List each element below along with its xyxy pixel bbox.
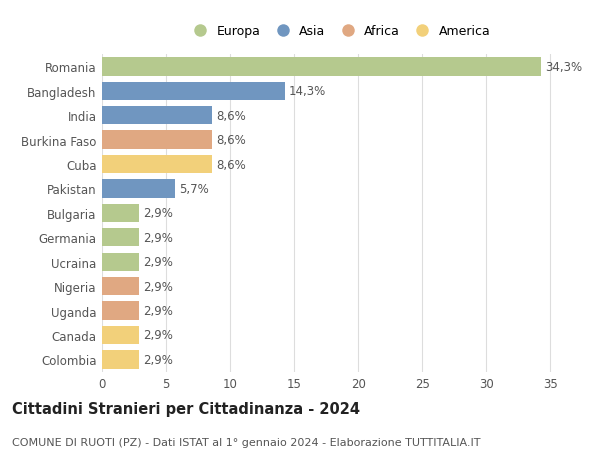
- Text: 8,6%: 8,6%: [216, 110, 246, 123]
- Text: 2,9%: 2,9%: [143, 304, 173, 317]
- Bar: [102, 83, 285, 101]
- Text: 2,9%: 2,9%: [143, 329, 173, 342]
- Bar: [102, 277, 139, 296]
- Text: Cittadini Stranieri per Cittadinanza - 2024: Cittadini Stranieri per Cittadinanza - 2…: [12, 401, 360, 416]
- Text: 2,9%: 2,9%: [143, 207, 173, 220]
- Bar: [102, 131, 212, 150]
- Bar: [102, 58, 541, 76]
- Legend: Europa, Asia, Africa, America: Europa, Asia, Africa, America: [182, 20, 496, 43]
- Text: 8,6%: 8,6%: [216, 158, 246, 171]
- Text: 8,6%: 8,6%: [216, 134, 246, 147]
- Bar: [102, 204, 139, 223]
- Bar: [102, 302, 139, 320]
- Text: 2,9%: 2,9%: [143, 256, 173, 269]
- Text: 2,9%: 2,9%: [143, 353, 173, 366]
- Text: 5,7%: 5,7%: [179, 183, 209, 196]
- Text: 2,9%: 2,9%: [143, 231, 173, 244]
- Text: 14,3%: 14,3%: [289, 85, 326, 98]
- Text: 2,9%: 2,9%: [143, 280, 173, 293]
- Bar: [102, 351, 139, 369]
- Text: 34,3%: 34,3%: [545, 61, 583, 74]
- Bar: [102, 107, 212, 125]
- Text: COMUNE DI RUOTI (PZ) - Dati ISTAT al 1° gennaio 2024 - Elaborazione TUTTITALIA.I: COMUNE DI RUOTI (PZ) - Dati ISTAT al 1° …: [12, 437, 481, 447]
- Bar: [102, 229, 139, 247]
- Bar: [102, 180, 175, 198]
- Bar: [102, 253, 139, 271]
- Bar: [102, 326, 139, 344]
- Bar: [102, 156, 212, 174]
